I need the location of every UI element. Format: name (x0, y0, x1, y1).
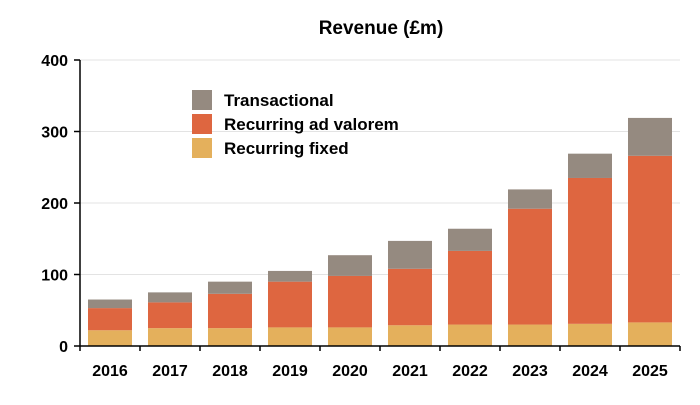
x-tick-label: 2019 (272, 363, 308, 380)
bar-recurring-ad-valorem-2025 (628, 155, 672, 323)
bar-recurring-ad-valorem-2023 (508, 208, 552, 325)
bar-transactional-2024 (568, 153, 612, 178)
bar-recurring-ad-valorem-2018 (208, 293, 252, 329)
bar-transactional-2018 (208, 281, 252, 294)
bar-recurring-ad-valorem-2017 (148, 302, 192, 329)
x-tick-label: 2024 (572, 363, 608, 380)
x-tick-label: 2016 (92, 363, 128, 380)
bar-recurring-fixed-2016 (88, 330, 132, 346)
y-tick-label: 0 (59, 339, 68, 356)
legend: Transactional Recurring ad valorem Recurri… (192, 90, 399, 158)
x-tick-label: 2021 (392, 363, 428, 380)
chart-title: Revenue (£m) (319, 18, 444, 39)
bar-transactional-2016 (88, 299, 132, 309)
bar-transactional-2023 (508, 189, 552, 209)
x-tick-label: 2022 (452, 363, 488, 380)
y-tick-label: 100 (41, 268, 68, 285)
bar-transactional-2020 (328, 255, 372, 276)
bars (88, 117, 672, 346)
bar-recurring-ad-valorem-2022 (448, 250, 492, 325)
bar-recurring-ad-valorem-2024 (568, 177, 612, 324)
bar-recurring-fixed-2017 (148, 328, 192, 346)
y-tick-label: 400 (41, 53, 68, 70)
bar-recurring-ad-valorem-2016 (88, 308, 132, 331)
legend-swatch-recurring-fixed (192, 138, 212, 158)
x-tick-label: 2025 (632, 363, 668, 380)
x-tick-label: 2023 (512, 363, 548, 380)
bar-recurring-ad-valorem-2021 (388, 268, 432, 326)
bar-transactional-2019 (268, 270, 312, 282)
bar-recurring-fixed-2019 (268, 327, 312, 346)
bar-recurring-fixed-2021 (388, 325, 432, 346)
legend-label-recurring-fixed: Recurring fixed (224, 139, 349, 158)
legend-label-recurring-ad-valorem: Recurring ad valorem (224, 115, 399, 134)
bar-recurring-fixed-2023 (508, 324, 552, 346)
axes: 0 100 200 300 400 2016 2017 2018 2019 2020 2021 202… (41, 53, 681, 380)
x-tick-label: 2018 (212, 363, 248, 380)
bar-recurring-fixed-2018 (208, 328, 252, 346)
bar-transactional-2022 (448, 228, 492, 251)
bar-recurring-ad-valorem-2019 (268, 281, 312, 328)
y-tick-label: 200 (41, 196, 68, 213)
legend-label-transactional: Transactional (224, 91, 334, 110)
y-tick-label: 300 (41, 125, 68, 142)
x-tick-label: 2017 (152, 363, 188, 380)
legend-swatch-recurring-ad-valorem (192, 114, 212, 134)
bar-recurring-ad-valorem-2020 (328, 275, 372, 328)
bar-recurring-fixed-2022 (448, 324, 492, 346)
x-tick-label: 2020 (332, 363, 368, 380)
bar-recurring-fixed-2024 (568, 323, 612, 346)
bar-recurring-fixed-2020 (328, 327, 372, 346)
bar-transactional-2017 (148, 292, 192, 303)
bar-transactional-2021 (388, 240, 432, 269)
bar-recurring-fixed-2025 (628, 322, 672, 346)
legend-swatch-transactional (192, 90, 212, 110)
bar-transactional-2025 (628, 117, 672, 156)
